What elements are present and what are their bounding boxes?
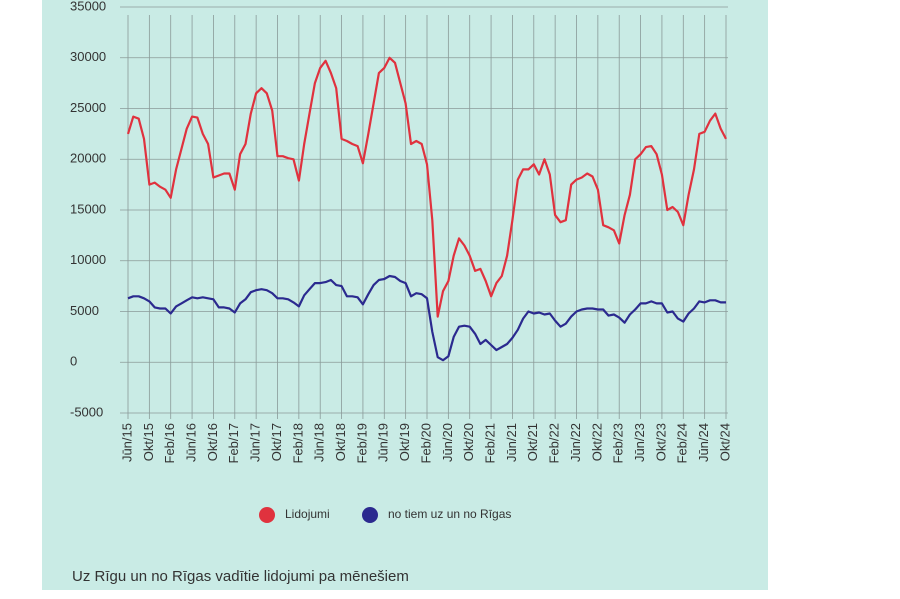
x-tick-label: Okt/15	[141, 423, 156, 461]
legend-label: no tiem uz un no Rīgas	[388, 507, 511, 521]
x-tick-label: Feb/19	[354, 423, 369, 463]
x-tick-label: Okt/17	[269, 423, 284, 461]
y-tick-label: 10000	[70, 252, 106, 267]
x-tick-label: Jūn/19	[376, 423, 391, 462]
legend-label: Lidojumi	[285, 507, 330, 521]
y-tick-label: 20000	[70, 151, 106, 166]
x-tick-label: Jūn/23	[632, 423, 647, 462]
x-tick-label: Okt/19	[397, 423, 412, 461]
legend-marker	[259, 507, 275, 523]
x-tick-label: Okt/21	[525, 423, 540, 461]
x-tick-label: Jūn/22	[568, 423, 583, 462]
y-tick-label: 0	[70, 354, 77, 369]
legend-marker	[362, 507, 378, 523]
x-tick-label: Okt/24	[717, 423, 732, 461]
x-tick-label: Feb/17	[226, 423, 241, 463]
x-tick-label: Jūn/21	[504, 423, 519, 462]
y-tick-label: 15000	[70, 201, 106, 216]
x-tick-label: Jūn/24	[696, 423, 711, 462]
x-tick-label: Feb/22	[547, 423, 562, 463]
y-tick-label: 5000	[70, 303, 99, 318]
y-tick-label: 30000	[70, 49, 106, 64]
x-tick-label: Feb/16	[162, 423, 177, 463]
x-tick-label: Feb/21	[483, 423, 498, 463]
x-tick-label: Okt/23	[653, 423, 668, 461]
series-line	[126, 56, 727, 318]
x-tick-label: Okt/16	[205, 423, 220, 461]
x-tick-label: Feb/23	[611, 423, 626, 463]
y-tick-label: 25000	[70, 100, 106, 115]
x-tick-label: Jūn/20	[440, 423, 455, 462]
y-tick-label: -5000	[70, 404, 103, 419]
x-tick-label: Jūn/16	[184, 423, 199, 462]
x-tick-label: Okt/20	[461, 423, 476, 461]
series-line	[127, 274, 726, 362]
x-tick-label: Feb/18	[290, 423, 305, 463]
y-tick-label: 35000	[70, 0, 106, 13]
x-tick-label: Okt/18	[333, 423, 348, 461]
x-tick-label: Jūn/17	[248, 423, 263, 462]
x-tick-label: Jūn/15	[119, 423, 134, 462]
x-tick-label: Feb/24	[675, 423, 690, 463]
x-tick-label: Feb/20	[418, 423, 433, 463]
x-tick-label: Okt/22	[589, 423, 604, 461]
panel	[42, 0, 768, 590]
caption: Uz Rīgu un no Rīgas vadītie lidojumi pa …	[72, 568, 409, 585]
x-tick-label: Jūn/18	[312, 423, 327, 462]
